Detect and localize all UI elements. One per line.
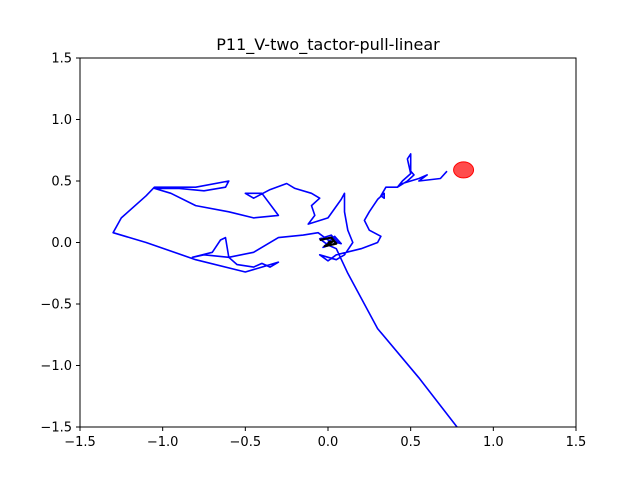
x-tick-label: −0.5 — [230, 435, 262, 450]
x-tick-label: 1.0 — [483, 435, 504, 450]
chart-title: P11_V-two_tactor-pull-linear — [216, 35, 440, 55]
x-tick-label: 0.5 — [400, 435, 421, 450]
target-marker — [453, 161, 475, 179]
x-tick-label: −1.0 — [147, 435, 179, 450]
y-tick-label: −1.5 — [40, 421, 72, 436]
y-tick-label: 0.5 — [51, 175, 72, 190]
plot-frame — [79, 57, 577, 428]
x-tick-label: −1.5 — [64, 435, 96, 450]
y-tick-label: −0.5 — [40, 298, 72, 313]
trajectory-line — [112, 153, 458, 427]
trajectory-cluster — [319, 236, 338, 248]
x-tick-label: 0.0 — [318, 435, 339, 450]
x-tick-label: 1.5 — [566, 435, 587, 450]
y-tick-label: 1.0 — [51, 113, 72, 128]
x-axis: −1.5 −1.0 −0.5 0.0 0.5 1.0 1.5 — [64, 427, 586, 450]
plot-area — [112, 153, 475, 427]
y-tick-label: 0.0 — [51, 236, 72, 251]
y-tick-label: 1.5 — [51, 52, 72, 67]
y-axis: 1.5 1.0 0.5 0.0 −0.5 −1.0 −1.5 — [40, 52, 80, 436]
y-tick-label: −1.0 — [40, 359, 72, 374]
